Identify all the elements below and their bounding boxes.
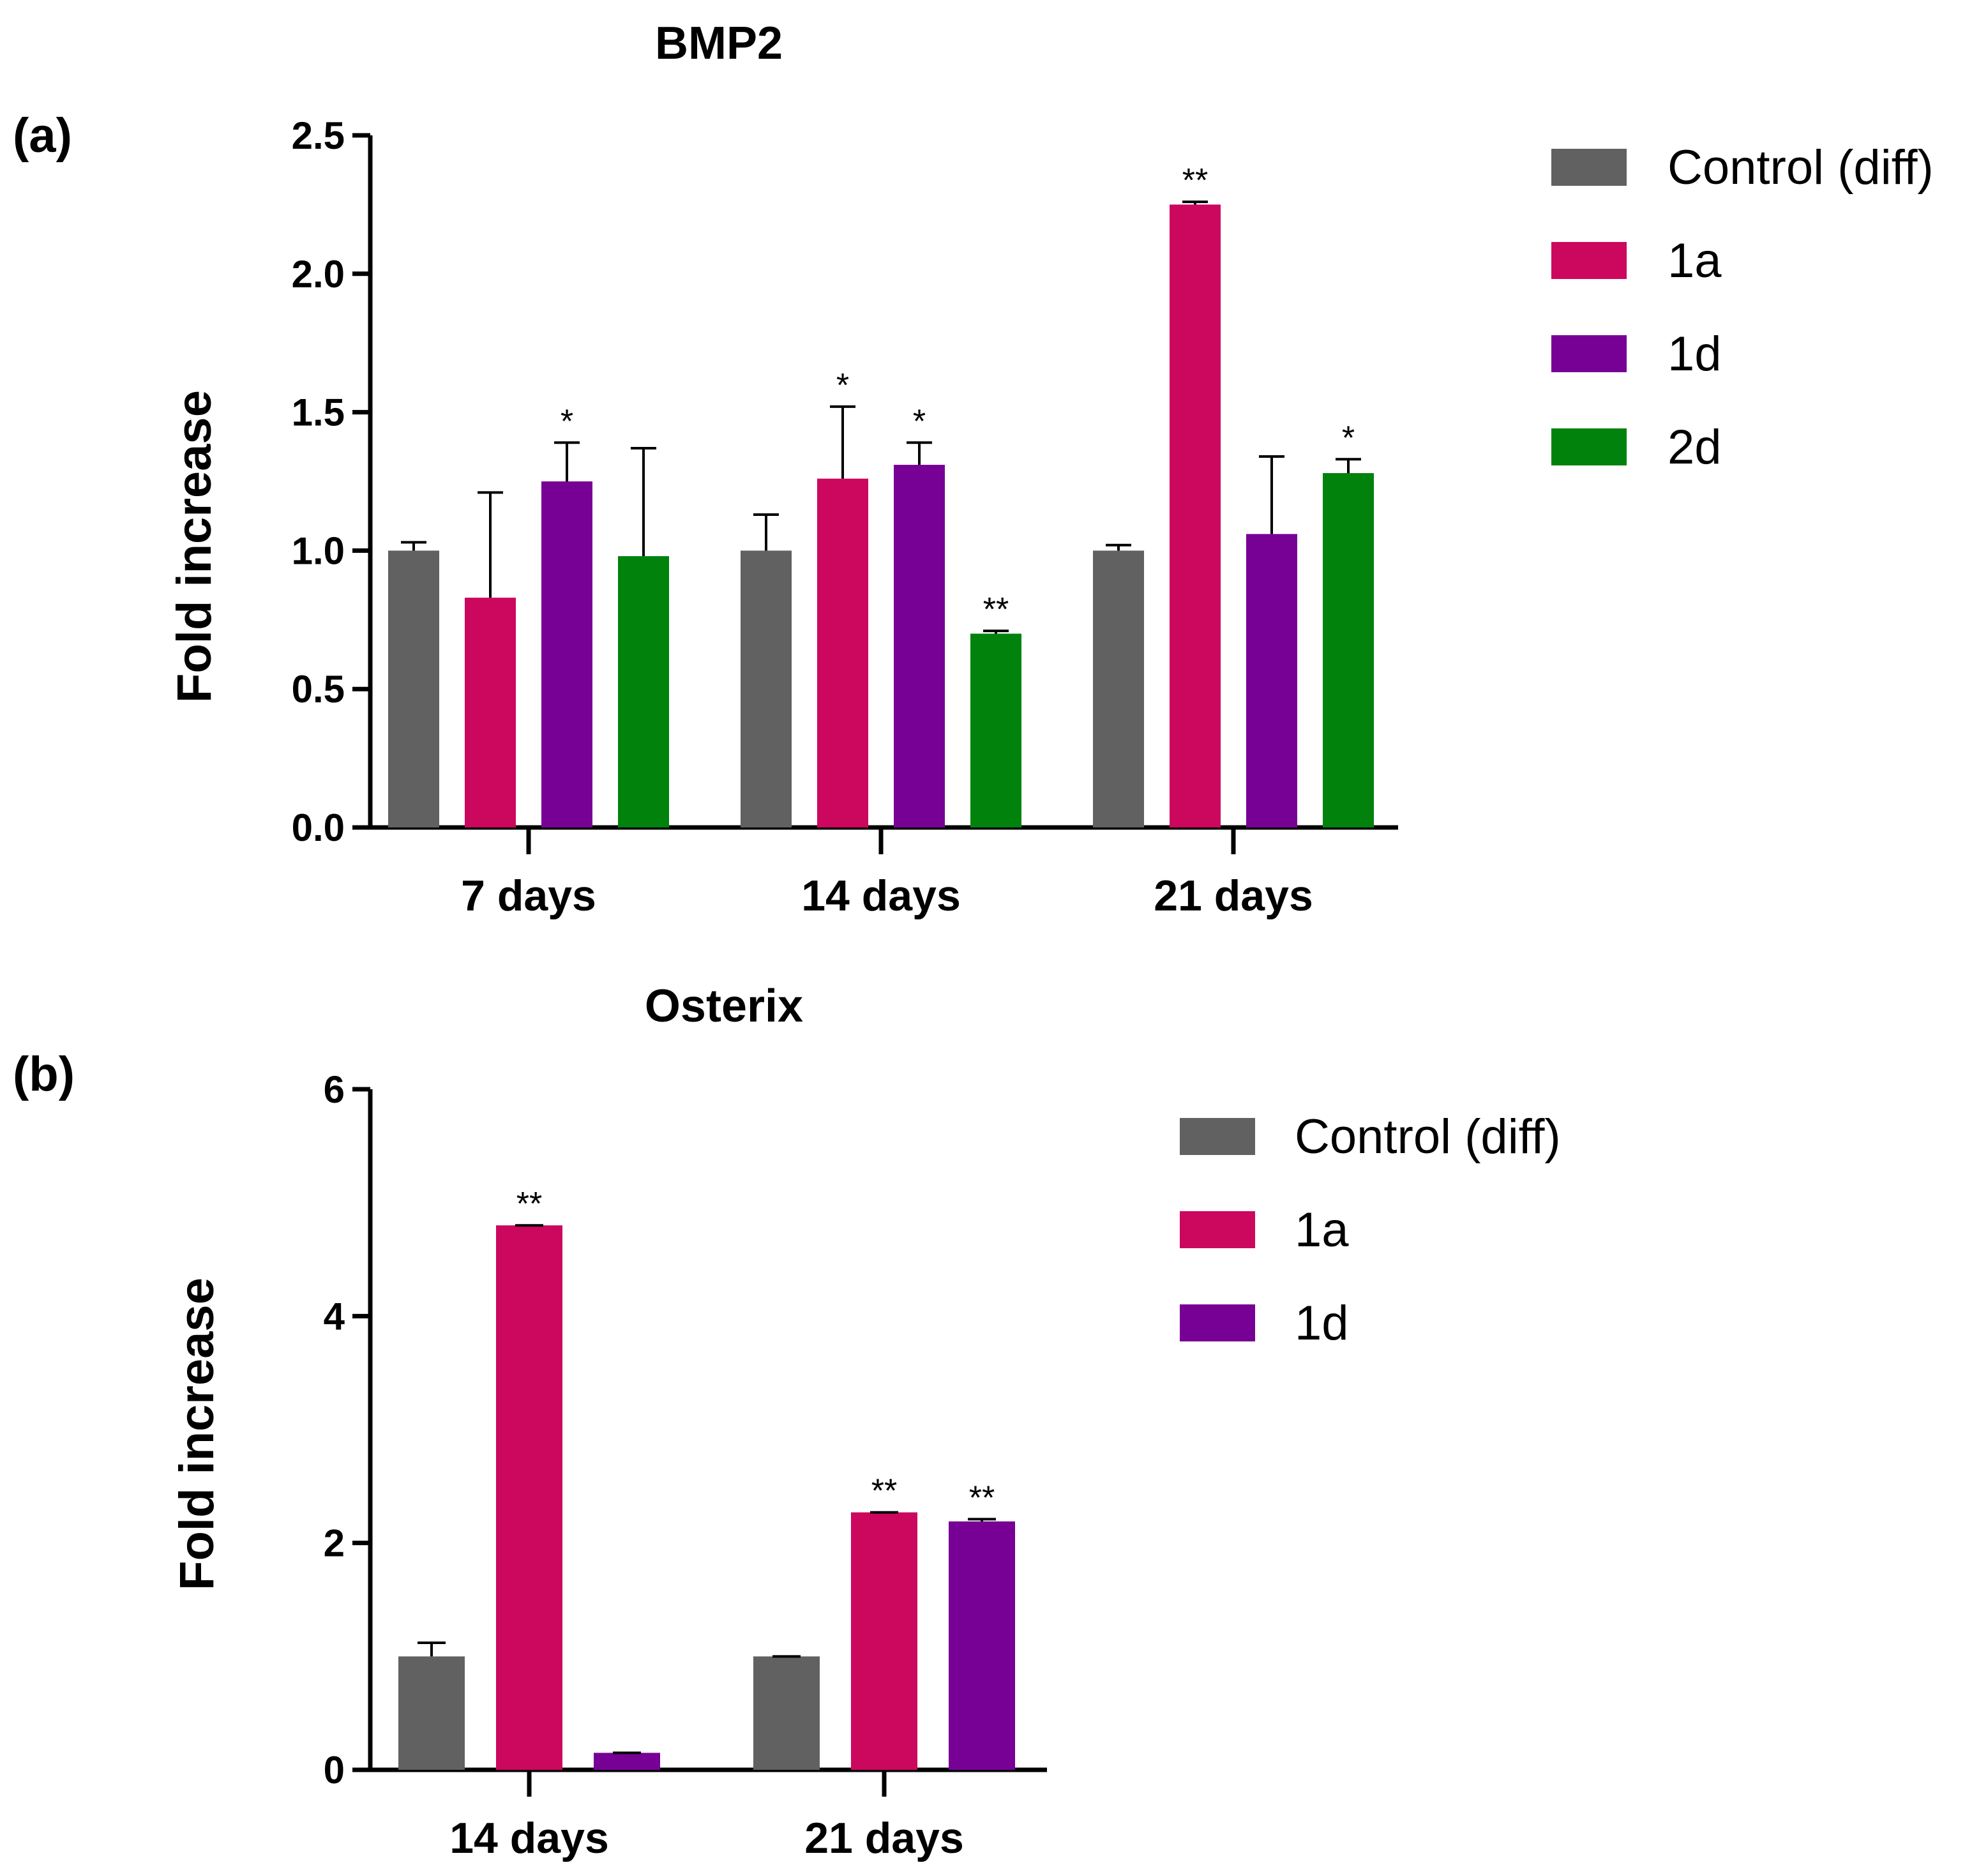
- y-tick-label: 0.0: [292, 806, 345, 849]
- bar: [388, 550, 439, 827]
- bar: [1170, 204, 1221, 827]
- legend-entry: 1d: [1668, 327, 1722, 381]
- panel-osterix: Osterix (b) Fold increase 0 2 4 6 ** 14 days *…: [13, 981, 1561, 1862]
- bar: [465, 598, 516, 827]
- bar: [851, 1512, 917, 1770]
- y-tick-label: 2.0: [292, 253, 345, 296]
- legend-swatch: [1551, 428, 1627, 465]
- y-tick-label: 4: [324, 1295, 345, 1338]
- panel-label: (a): [13, 109, 72, 163]
- bar: [594, 1753, 660, 1770]
- bar: [541, 481, 592, 827]
- legend-swatch: [1551, 335, 1627, 372]
- bar: [1093, 550, 1144, 827]
- bar: [618, 556, 669, 827]
- x-tick-label: 14 days: [449, 1814, 609, 1862]
- bar: [398, 1656, 465, 1770]
- y-axis-label: Fold increase: [170, 1278, 224, 1590]
- y-tick-label: 0.5: [292, 668, 345, 711]
- bar: [949, 1521, 1015, 1770]
- chart-title: BMP2: [655, 18, 783, 69]
- legend-swatch: [1180, 1211, 1255, 1248]
- y-tick-label: 6: [324, 1068, 345, 1111]
- legend-swatch: [1551, 242, 1627, 279]
- legend-swatch: [1180, 1118, 1255, 1155]
- x-tick-label: 7 days: [461, 872, 596, 920]
- significance-mark: **: [983, 591, 1009, 628]
- bar: [894, 464, 945, 827]
- plot-area: 0 2 4 6 ** 14 days ** ** 21 days: [324, 1068, 1047, 1862]
- y-tick-label: 1.0: [292, 529, 345, 572]
- bar: [753, 1656, 820, 1770]
- legend-entry: 1a: [1668, 234, 1722, 288]
- significance-mark: *: [1342, 419, 1355, 457]
- legend: Control (diff) 1a 1d 2d: [1551, 140, 1934, 474]
- legend-entry: Control (diff): [1668, 140, 1934, 195]
- y-tick-label: 1.5: [292, 391, 345, 434]
- legend: Control (diff) 1a 1d: [1180, 1110, 1561, 1350]
- y-tick-label: 0: [324, 1749, 345, 1792]
- significance-mark: **: [969, 1479, 995, 1516]
- bar: [970, 633, 1021, 827]
- x-tick-label: 14 days: [801, 872, 961, 920]
- legend-swatch: [1180, 1304, 1255, 1341]
- legend-entry: 2d: [1668, 420, 1722, 474]
- legend-swatch: [1551, 149, 1627, 186]
- bar: [741, 550, 792, 827]
- panel-label: (b): [13, 1047, 75, 1101]
- significance-mark: *: [561, 403, 573, 440]
- x-tick-label: 21 days: [804, 1814, 964, 1862]
- bar: [817, 478, 868, 827]
- y-tick-label: 2: [324, 1522, 345, 1565]
- legend-entry: 1a: [1295, 1203, 1349, 1257]
- significance-mark: *: [836, 367, 849, 404]
- bar: [496, 1225, 562, 1770]
- significance-mark: **: [516, 1186, 542, 1223]
- x-tick-label: 21 days: [1154, 872, 1313, 920]
- significance-mark: **: [1182, 162, 1208, 199]
- panel-bmp2: BMP2 (a) Fold increase 0.0 0.5 1.0 1.5 2.0 2.…: [13, 18, 1934, 920]
- chart-title: Osterix: [645, 981, 803, 1032]
- bar: [1246, 534, 1297, 827]
- plot-area: 0.00.51.01.52.02.5*7 days****14 days***2…: [292, 114, 1398, 920]
- y-axis-label: Fold increase: [167, 390, 222, 703]
- legend-entry: 1d: [1295, 1296, 1349, 1350]
- legend-entry: Control (diff): [1295, 1110, 1561, 1164]
- bar: [1323, 472, 1374, 827]
- significance-mark: *: [913, 403, 926, 440]
- y-tick-label: 2.5: [292, 114, 345, 157]
- significance-mark: **: [871, 1473, 897, 1510]
